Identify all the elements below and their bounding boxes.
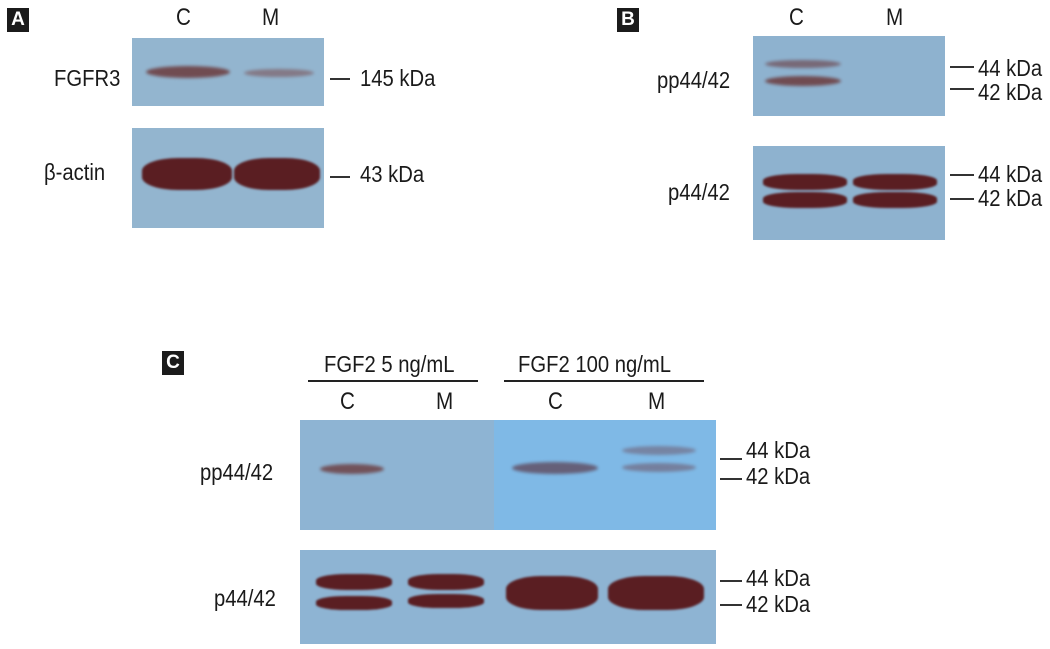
band xyxy=(146,66,230,78)
panel-b-42-tick xyxy=(950,88,974,90)
panel-b-pp4442-blot xyxy=(753,36,945,116)
band xyxy=(244,69,314,77)
panel-c-g2-lane-m: M xyxy=(648,388,666,415)
panel-c-pp4442-blot-right xyxy=(494,420,716,530)
panel-b-lane-m: M xyxy=(886,4,904,31)
panel-a-43-kda: 43 kDa xyxy=(360,161,425,187)
band xyxy=(408,574,484,590)
band xyxy=(320,464,384,474)
panel-a-letter: A xyxy=(7,8,29,32)
panel-b-pp-42-kda: 42 kDa xyxy=(978,79,1043,105)
panel-a-lane-m: M xyxy=(262,4,280,31)
panel-c-pp4442-blot-left xyxy=(300,420,494,530)
panel-c-pp-42-tick xyxy=(720,478,742,480)
panel-b-pp-44-kda: 44 kDa xyxy=(978,55,1043,81)
band xyxy=(234,158,320,190)
panel-a-fgfr3-label: FGFR3 xyxy=(54,65,121,91)
band xyxy=(316,574,392,590)
panel-c-group1-rule xyxy=(308,380,478,382)
band xyxy=(853,174,937,190)
panel-a-fgfr3-blot xyxy=(132,38,324,106)
panel-c-p-44-tick xyxy=(720,580,742,582)
panel-c-pp-44-kda: 44 kDa xyxy=(746,437,811,463)
panel-c-group1-title: FGF2 5 ng/mL xyxy=(324,351,455,377)
panel-c-g1-lane-c: C xyxy=(340,388,355,415)
panel-c-pp-42-kda: 42 kDa xyxy=(746,463,811,489)
band xyxy=(316,596,392,610)
band xyxy=(765,76,841,86)
panel-b-pp4442-label: pp44/42 xyxy=(657,67,731,93)
band xyxy=(142,158,232,190)
panel-a-145-kda: 145 kDa xyxy=(360,65,436,91)
panel-b-p-44-tick xyxy=(950,174,974,176)
panel-c-p4442-blot-left xyxy=(300,550,494,644)
panel-c-p-42-kda: 42 kDa xyxy=(746,591,811,617)
panel-c-letter: C xyxy=(162,351,184,375)
panel-b-44-tick xyxy=(950,66,974,68)
panel-c-g2-lane-c: C xyxy=(548,388,563,415)
panel-a-43-tick xyxy=(330,176,350,178)
band xyxy=(765,60,841,68)
panel-b-p-42-kda: 42 kDa xyxy=(978,185,1043,211)
panel-a-145-tick xyxy=(330,78,350,80)
band xyxy=(763,192,847,208)
band xyxy=(763,174,847,190)
panel-c-p4442-blot-right xyxy=(494,550,716,644)
panel-c-p-42-tick xyxy=(720,604,742,606)
panel-b-p4442-label: p44/42 xyxy=(668,179,730,205)
panel-c-pp-44-tick xyxy=(720,458,742,460)
panel-b-p4442-blot xyxy=(753,146,945,240)
band xyxy=(506,576,598,610)
band xyxy=(408,594,484,608)
panel-c-g1-lane-m: M xyxy=(436,388,454,415)
band xyxy=(608,576,704,610)
band xyxy=(622,446,696,455)
panel-b-p-42-tick xyxy=(950,198,974,200)
band xyxy=(853,192,937,208)
band xyxy=(512,462,598,474)
panel-a-actin-label: β-actin xyxy=(44,159,106,185)
panel-a-lane-c: C xyxy=(176,4,191,31)
panel-b-p-44-kda: 44 kDa xyxy=(978,161,1043,187)
panel-a-actin-blot xyxy=(132,128,324,228)
panel-c-p4442-label: p44/42 xyxy=(214,585,276,611)
panel-b-lane-c: C xyxy=(789,4,804,31)
panel-b-letter: B xyxy=(617,8,639,32)
band xyxy=(622,463,696,472)
panel-c-group2-title: FGF2 100 ng/mL xyxy=(518,351,671,377)
panel-c-p-44-kda: 44 kDa xyxy=(746,565,811,591)
panel-c-pp4442-label: pp44/42 xyxy=(200,459,274,485)
panel-c-group2-rule xyxy=(504,380,704,382)
